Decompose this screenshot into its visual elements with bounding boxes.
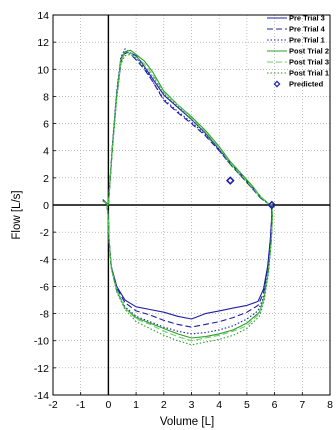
legend-label-1: Pre Trial 4 xyxy=(289,25,326,34)
legend-label-5: Post Trial 1 xyxy=(289,69,329,78)
y-tick-label: 2 xyxy=(43,173,49,185)
series-lines xyxy=(102,48,273,346)
y-tick-label: -12 xyxy=(34,363,49,375)
y-tick-label: -6 xyxy=(40,281,49,293)
legend-label-2: Pre Trial 1 xyxy=(289,36,325,45)
y-tick-label: -10 xyxy=(34,336,49,348)
series-line-5 xyxy=(102,53,273,346)
legend: Pre Trial 3 Pre Trial 4 Pre Trial 1 Post Tr… xyxy=(267,14,329,89)
x-tick-label: 3 xyxy=(189,399,195,411)
legend-label-0: Pre Trial 3 xyxy=(289,14,325,23)
x-tick-label: 0 xyxy=(105,399,111,411)
predicted-marker-1 xyxy=(267,200,277,210)
x-tick-label: 7 xyxy=(299,399,305,411)
x-tick-labels: -2 -1 0 1 2 3 4 5 6 7 8 xyxy=(48,392,333,411)
y-tick-label: 4 xyxy=(43,146,49,158)
x-tick-label: 8 xyxy=(327,399,333,411)
x-tick-label: 1 xyxy=(133,399,139,411)
predicted-markers xyxy=(225,176,277,210)
legend-label-predicted: Predicted xyxy=(289,80,324,89)
y-tick-label: 10 xyxy=(37,64,49,76)
y-tick-label: 14 xyxy=(37,10,49,22)
series-line-2 xyxy=(102,48,273,335)
x-tick-label: -1 xyxy=(76,399,85,411)
x-tick-label: 2 xyxy=(161,399,167,411)
series-line-0 xyxy=(102,52,273,320)
y-tick-label: 12 xyxy=(37,37,49,49)
y-tick-label: 8 xyxy=(43,91,49,103)
x-tick-label: -2 xyxy=(48,399,57,411)
y-tick-labels: -14 -12 -10 -8 -6 -4 -2 0 2 4 6 8 10 12 14 xyxy=(34,10,56,402)
series-line-1 xyxy=(102,51,273,328)
y-tick-label: -14 xyxy=(34,390,49,402)
y-tick-label: -8 xyxy=(40,309,49,321)
y-axis-title: Flow [L/s] xyxy=(11,190,23,239)
predicted-marker-0 xyxy=(225,176,235,185)
x-tick-label: 4 xyxy=(216,399,222,411)
series-line-4 xyxy=(102,52,273,342)
y-tick-label: 6 xyxy=(43,119,49,131)
x-tick-label: 5 xyxy=(244,399,250,411)
y-tick-label: 0 xyxy=(43,200,49,212)
x-axis-title: Volume [L] xyxy=(160,416,214,428)
y-tick-label: -4 xyxy=(40,254,49,266)
y-tick-label: -2 xyxy=(40,227,49,239)
legend-swatch-predicted xyxy=(273,80,281,88)
x-tick-label: 6 xyxy=(272,399,278,411)
legend-label-3: Post Trial 2 xyxy=(289,47,329,56)
legend-label-4: Post Trial 3 xyxy=(289,58,329,67)
